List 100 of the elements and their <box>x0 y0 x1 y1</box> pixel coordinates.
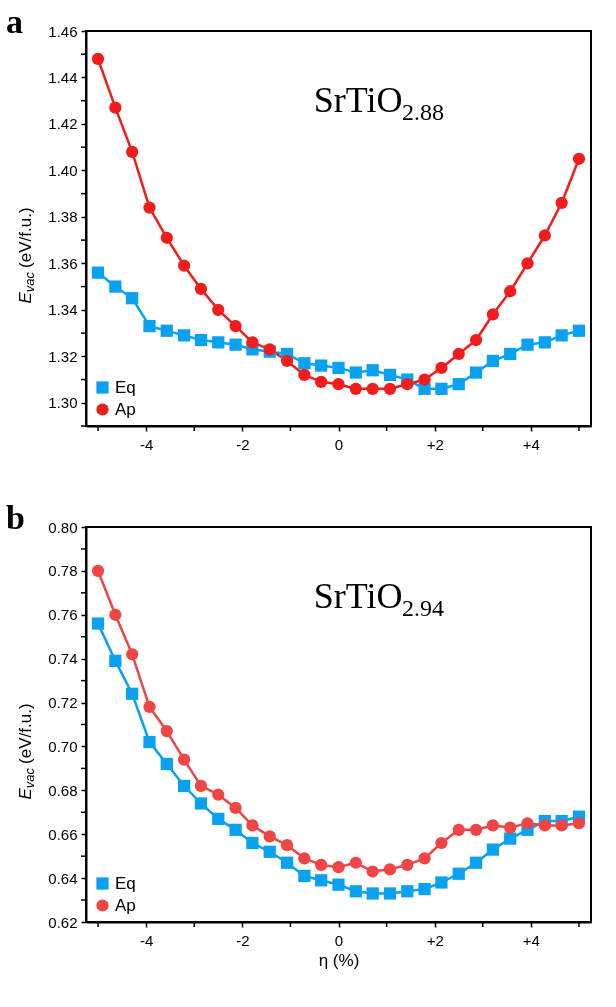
y-tick-label: 1.40 <box>48 161 78 179</box>
point <box>332 861 345 874</box>
point <box>194 333 208 347</box>
y-tick-label: 0.72 <box>48 694 78 712</box>
point <box>555 329 568 342</box>
point <box>521 338 534 351</box>
point <box>486 308 500 321</box>
x-tick-label: -2 <box>236 931 250 949</box>
legend-label: Eq <box>115 377 136 397</box>
point <box>418 852 431 865</box>
point <box>109 280 122 293</box>
text: a <box>6 3 23 40</box>
point <box>298 357 311 370</box>
point <box>143 700 156 714</box>
point <box>212 788 225 801</box>
point <box>194 779 208 793</box>
point <box>315 858 328 872</box>
point <box>332 361 345 375</box>
point <box>538 336 551 349</box>
point <box>126 292 139 305</box>
point <box>109 608 122 621</box>
point <box>212 812 225 825</box>
point <box>246 819 259 832</box>
point <box>298 869 311 883</box>
point <box>452 823 465 836</box>
point <box>143 319 156 333</box>
y-tick-label: 0.80 <box>48 518 78 536</box>
point <box>177 753 191 766</box>
point <box>160 724 173 738</box>
point <box>349 856 362 869</box>
x-axis-title: η (%) <box>318 950 360 970</box>
point <box>91 52 105 65</box>
point <box>486 819 500 832</box>
point <box>298 368 311 381</box>
x-tick-label: 0 <box>334 435 344 453</box>
text: b <box>6 499 25 536</box>
point <box>229 319 242 333</box>
point <box>229 801 242 814</box>
y-tick-label: 0.68 <box>48 781 78 799</box>
point <box>435 361 448 375</box>
point <box>401 885 414 898</box>
point <box>349 366 362 379</box>
x-tick-label: +4 <box>522 931 540 949</box>
point <box>435 382 448 395</box>
point <box>366 865 379 878</box>
x-tick-label: +2 <box>426 931 444 949</box>
point <box>401 858 414 872</box>
point <box>246 836 259 850</box>
point <box>315 359 328 372</box>
point <box>521 257 534 270</box>
point <box>349 885 362 898</box>
x-tick-label: 0 <box>334 931 344 949</box>
point <box>555 819 568 832</box>
point <box>332 378 345 391</box>
y-axis-title: Evac (eV/f.u.) <box>16 207 37 304</box>
point <box>504 832 517 845</box>
y-tick-label: 0.62 <box>48 913 78 931</box>
y-tick-label: 1.36 <box>48 254 78 272</box>
y-tick-label: 1.34 <box>48 301 78 319</box>
point <box>366 887 379 900</box>
point <box>521 817 534 830</box>
y-tick-label: 0.76 <box>48 606 78 624</box>
y-tick-label: 1.44 <box>48 68 78 86</box>
point <box>160 231 173 244</box>
point <box>572 324 586 337</box>
y-tick-label: 0.74 <box>48 650 78 668</box>
point <box>280 839 294 852</box>
y-tick-label: 1.42 <box>48 115 78 133</box>
point <box>315 375 328 388</box>
point <box>418 882 431 896</box>
point <box>401 378 414 391</box>
x-tick-label: -4 <box>139 931 154 949</box>
point <box>504 285 517 298</box>
point <box>246 336 259 349</box>
point <box>555 196 568 210</box>
point <box>212 336 225 349</box>
point <box>383 887 397 900</box>
point <box>469 856 483 869</box>
point <box>280 354 294 368</box>
point <box>212 303 225 316</box>
x-tick-label: -2 <box>236 435 250 453</box>
point <box>366 364 379 377</box>
x-tick-label: -4 <box>139 435 154 453</box>
point <box>469 333 483 347</box>
point <box>229 823 242 836</box>
point <box>280 856 294 869</box>
y-axis-title: Evac (eV/f.u.) <box>16 703 37 800</box>
point <box>504 347 517 361</box>
point <box>383 382 397 395</box>
point <box>486 843 500 856</box>
point <box>160 757 173 771</box>
point <box>194 282 208 296</box>
y-tick-label: 0.64 <box>48 869 78 887</box>
point <box>143 735 156 749</box>
point <box>538 819 551 832</box>
point <box>109 654 122 667</box>
legend-label: Eq <box>115 873 136 893</box>
y-tick-label: 0.78 <box>48 562 78 580</box>
point <box>315 874 328 887</box>
point <box>194 797 208 810</box>
